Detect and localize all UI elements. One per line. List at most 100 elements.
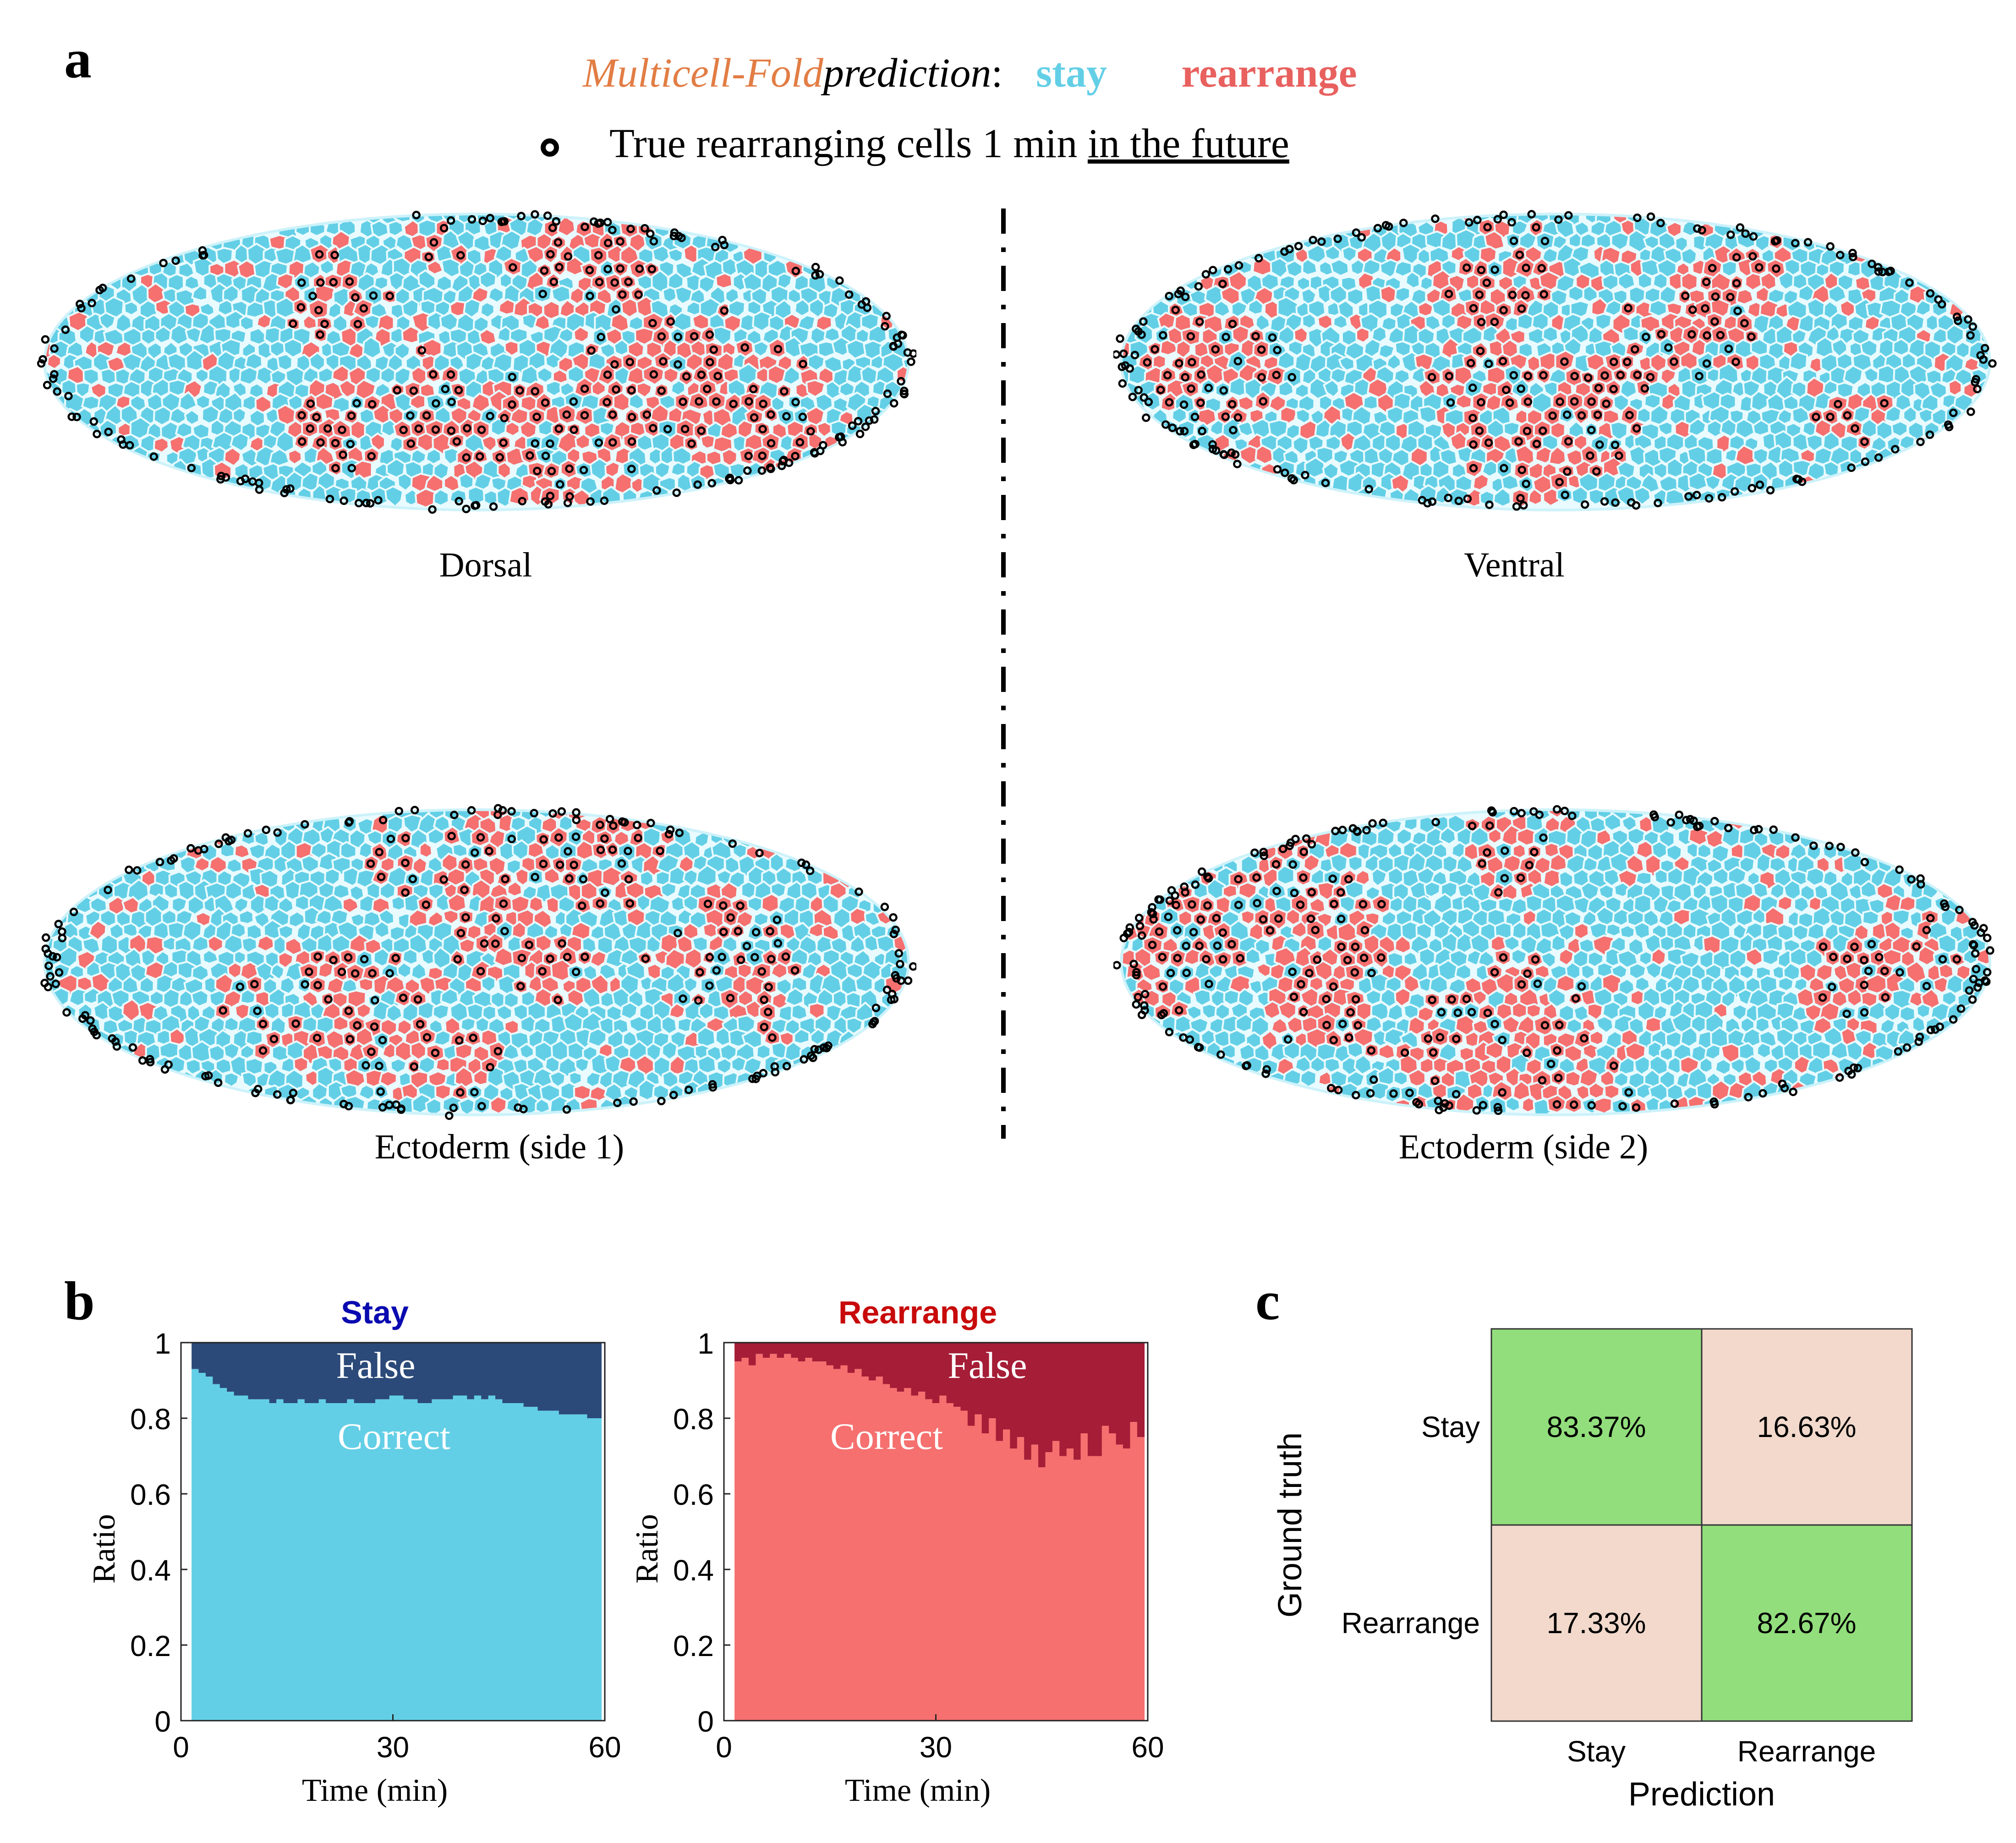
rearranging-cell-marker	[353, 1021, 362, 1030]
rearranging-cell-marker	[463, 424, 471, 433]
embryo-cell	[276, 353, 293, 372]
rearranging-cell-marker	[1211, 446, 1221, 455]
embryo-cell	[1402, 1003, 1420, 1020]
view-divider	[1001, 208, 1006, 1139]
rearranging-cell-marker	[198, 246, 207, 255]
embryo-cell	[634, 327, 655, 346]
embryo-cell	[451, 843, 469, 858]
rearranging-cell-marker	[273, 828, 282, 837]
rearranging-cell-marker	[1517, 384, 1525, 393]
embryo-cell	[677, 368, 695, 387]
embryo-cell	[1603, 1083, 1621, 1100]
rearranging-cell-marker	[649, 237, 658, 246]
rearranging-cell-marker	[385, 291, 394, 301]
rearranging-cell-marker	[570, 425, 578, 434]
embryo-cell	[1198, 895, 1216, 914]
embryo-cell	[357, 977, 374, 993]
embryo-cell	[191, 935, 210, 953]
rearranging-cell-marker	[1684, 492, 1693, 501]
rearranging-cell-marker	[881, 322, 889, 331]
embryo-cell	[1852, 923, 1870, 941]
rearranging-cell-marker	[1708, 263, 1717, 273]
embryo-cell	[1593, 1097, 1613, 1113]
embryo-cell	[1285, 907, 1301, 927]
embryo-cell	[356, 1002, 373, 1020]
rearranging-cell-marker	[159, 258, 168, 268]
rearranging-cell-marker	[768, 1033, 777, 1042]
rearranging-cell-marker	[1556, 397, 1564, 406]
embryo-cell	[1323, 244, 1341, 262]
embryo-cell	[1573, 922, 1590, 940]
embryo-cell	[604, 405, 620, 424]
rearranging-cell-marker	[1218, 280, 1227, 288]
rearranging-cell-marker	[1539, 290, 1548, 299]
rearranging-cell-marker	[742, 942, 751, 950]
rearranging-cell-marker	[1522, 263, 1530, 272]
rearranging-cell-marker	[757, 967, 766, 976]
embryo-cell	[1555, 974, 1576, 993]
rearranging-cell-marker	[1755, 263, 1764, 272]
rearranging-cell-marker	[1592, 467, 1601, 476]
rearranging-cell-marker	[492, 914, 500, 923]
embryo-cell	[1914, 299, 1932, 317]
rearranging-cell-marker	[1490, 318, 1499, 326]
rearranging-cell-marker	[546, 250, 555, 259]
rearranging-cell-marker	[1687, 330, 1696, 339]
embryo-cell	[1735, 288, 1755, 306]
rearranging-cell-marker	[1505, 398, 1514, 407]
rearranging-cell-marker	[1627, 498, 1636, 507]
rearranging-cell-marker	[313, 952, 322, 961]
rearranging-cell-marker	[1498, 357, 1507, 366]
rearranging-cell-marker	[422, 411, 431, 420]
rearranging-cell-marker	[596, 820, 604, 829]
rearranging-cell-marker	[554, 424, 563, 433]
rearranging-cell-marker	[1259, 397, 1268, 406]
rearranging-cell-marker	[1485, 500, 1494, 509]
rearranging-cell-marker	[1741, 229, 1750, 238]
embryo-cell	[807, 922, 826, 938]
embryo-cell	[520, 473, 538, 490]
rearranging-cell-marker	[1748, 252, 1757, 261]
rearranging-cell-marker	[565, 874, 574, 883]
embryo-cell	[479, 270, 497, 290]
rearranging-cell-marker	[462, 505, 471, 513]
embryo-cell	[512, 978, 528, 994]
rearranging-cell-marker	[865, 416, 874, 425]
prediction-word: prediction	[823, 50, 992, 96]
embryo-cell	[564, 856, 584, 875]
embryo-cell	[1628, 444, 1649, 467]
embryo-cell	[224, 880, 244, 901]
rearranging-cell-marker	[385, 1101, 394, 1109]
rearranging-cell-marker	[1623, 357, 1632, 367]
rearranging-cell-marker	[882, 985, 892, 994]
rearranging-cell-marker	[608, 845, 617, 854]
rearranging-cell-marker	[900, 386, 909, 395]
embryo-cell	[1516, 827, 1536, 847]
rearranging-cell-marker	[258, 1020, 268, 1028]
embryo-cell	[447, 433, 466, 450]
rearranging-cell-marker	[608, 438, 617, 447]
embryo-cell	[378, 1070, 398, 1088]
rearranging-cell-marker	[1176, 286, 1185, 295]
embryo-cell	[506, 880, 523, 898]
rearranging-cell-marker	[555, 263, 564, 272]
embryo-cell	[1405, 270, 1421, 290]
rearranging-cell-marker	[1916, 438, 1925, 446]
embryo-cell	[1301, 258, 1318, 276]
rearranging-cell-marker	[146, 1058, 155, 1067]
embryo-cell	[1329, 258, 1350, 277]
rearranging-cell-marker	[675, 828, 684, 837]
rearranging-cell-marker	[1476, 346, 1485, 356]
embryo-cell	[1861, 910, 1880, 926]
rearranging-cell-marker	[904, 976, 913, 985]
embryo-cell	[255, 1014, 271, 1033]
embryo-cell	[1859, 880, 1878, 899]
rearranging-cell-marker	[1593, 411, 1602, 419]
rearranging-cell-marker	[1523, 427, 1532, 435]
rearranging-cell-marker	[1463, 494, 1472, 503]
rearranging-cell-marker	[62, 1008, 71, 1017]
rearranging-cell-marker	[1257, 345, 1266, 354]
rearranging-cell-marker	[497, 217, 506, 226]
embryo-cell	[1687, 471, 1709, 491]
rearranging-cell-marker	[1171, 306, 1180, 314]
